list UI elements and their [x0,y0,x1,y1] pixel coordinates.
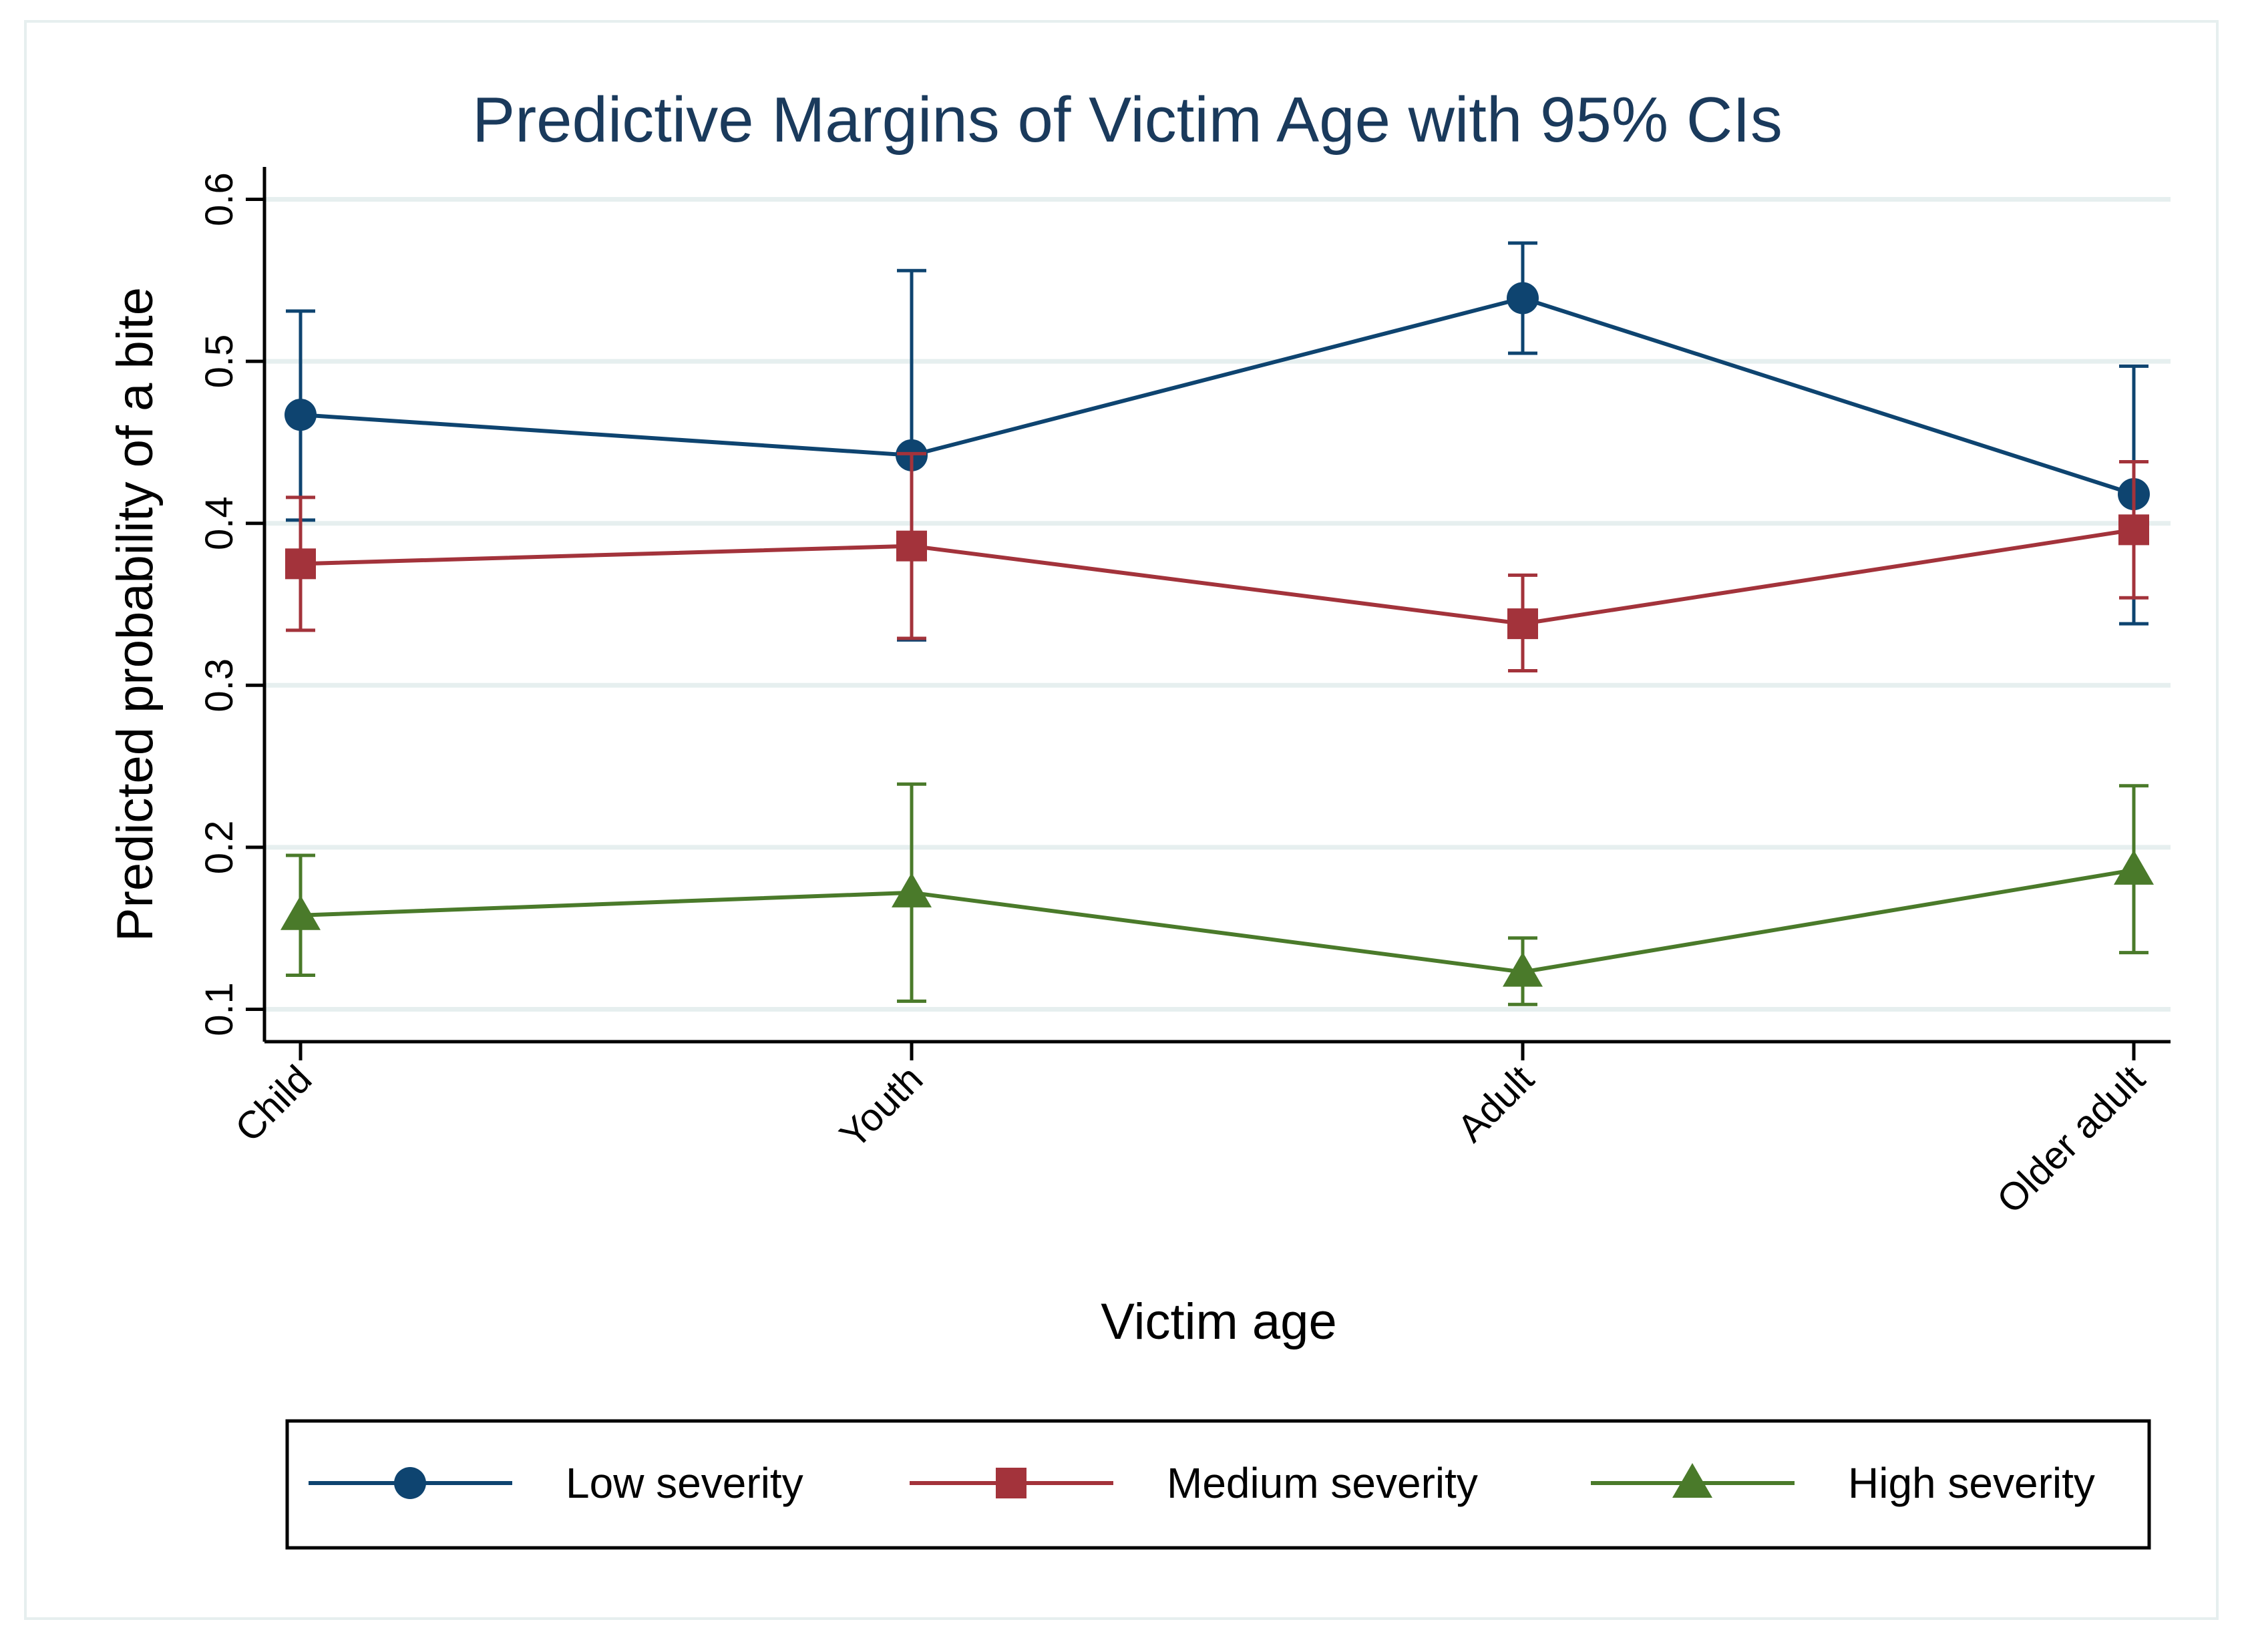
x-tick-label: Child [227,1057,320,1150]
legend-marker [996,1468,1026,1498]
data-point [892,872,932,907]
x-tick-label: Youth [831,1057,931,1157]
figure-frame [24,20,2219,1620]
legend-marker [394,1467,426,1499]
legend-label: High severity [1848,1459,2095,1507]
data-point [2114,849,2154,885]
data-point [285,548,316,580]
legend: Low severity Medium severity High severity [309,1459,2095,1507]
series-line [300,867,2134,974]
series-group [280,241,2154,1006]
x-axis-label: Victim age [1101,1293,1336,1350]
data-point [1507,608,1538,640]
y-tick-label: 0.3 [198,658,241,712]
data-point [1507,282,1539,315]
gridlines [264,197,2171,1012]
data-point [2118,514,2149,546]
legend-item-high-severity: High severity [1591,1459,2095,1507]
data-point [280,895,321,930]
legend-item-low-severity: Low severity [309,1459,803,1507]
data-point [285,399,317,431]
series-low-severity [285,241,2150,642]
data-point [1503,952,1543,987]
y-tick-label: 0.1 [198,982,241,1036]
chart-title: Predictive Margins of Victim Age with 95… [472,84,1783,156]
legend-label: Low severity [566,1459,803,1507]
legend-label: Medium severity [1167,1459,1478,1507]
series-medium-severity [285,451,2149,672]
y-tick-label: 0.5 [198,335,241,389]
series-line [300,528,2134,626]
y-tick-label: 0.4 [198,496,241,550]
x-tick-label: Older adult [1989,1057,2154,1222]
data-point [896,530,927,562]
y-axis-label: Predicted probability of a bite [107,287,164,942]
y-tick-label: 0.6 [198,172,241,226]
y-ticks: 0.1 0.2 0.3 0.4 0.5 0.6 [198,172,264,1036]
series-high-severity [280,782,2154,1006]
series-line [300,296,2134,496]
legend-box [285,1419,2151,1550]
x-tick-label: Adult [1449,1057,1542,1150]
legend-item-medium-severity: Medium severity [910,1459,1478,1507]
x-ticks: Child Youth Adult Older adult [227,1042,2153,1222]
y-tick-label: 0.2 [198,821,241,875]
legend-marker [1672,1463,1712,1498]
